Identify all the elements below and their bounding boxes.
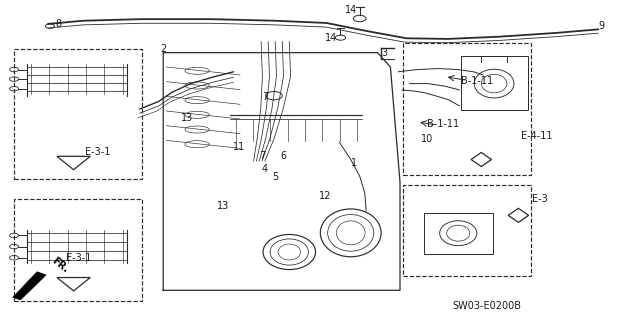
Text: 2: 2	[160, 44, 166, 55]
Bar	[403, 43, 531, 175]
Text: SW03-E0200B: SW03-E0200B	[452, 301, 521, 311]
Text: 10: 10	[421, 134, 434, 144]
Text: 1: 1	[351, 158, 357, 168]
Text: 4: 4	[261, 164, 268, 174]
Polygon shape	[508, 208, 529, 222]
Text: 3: 3	[381, 48, 387, 58]
Polygon shape	[13, 272, 46, 300]
Text: B-1-11: B-1-11	[461, 76, 493, 86]
Text: 14: 14	[325, 33, 338, 43]
Text: 6: 6	[280, 151, 287, 161]
Text: E-3: E-3	[532, 194, 547, 204]
Text: 7: 7	[259, 151, 266, 161]
Polygon shape	[57, 156, 90, 170]
Text: E-4-11: E-4-11	[520, 130, 552, 141]
Text: E-3-1: E-3-1	[66, 253, 92, 263]
Polygon shape	[57, 278, 90, 291]
Bar	[14, 49, 142, 179]
Bar	[403, 185, 531, 276]
Text: 5: 5	[272, 172, 278, 182]
Bar	[14, 199, 142, 301]
Text: E-3-1: E-3-1	[85, 146, 111, 157]
Bar	[461, 56, 528, 110]
Text: 12: 12	[319, 191, 332, 201]
Text: 9: 9	[598, 20, 605, 31]
Text: 11: 11	[232, 142, 245, 152]
Text: 13: 13	[181, 113, 194, 123]
Text: 8: 8	[56, 19, 62, 29]
Bar	[424, 213, 493, 254]
Text: FR.: FR.	[50, 256, 70, 275]
Text: 7: 7	[262, 92, 269, 102]
Polygon shape	[471, 152, 492, 167]
Text: 14: 14	[344, 4, 357, 15]
Text: B-1-11: B-1-11	[428, 119, 460, 130]
Text: 13: 13	[216, 201, 229, 211]
